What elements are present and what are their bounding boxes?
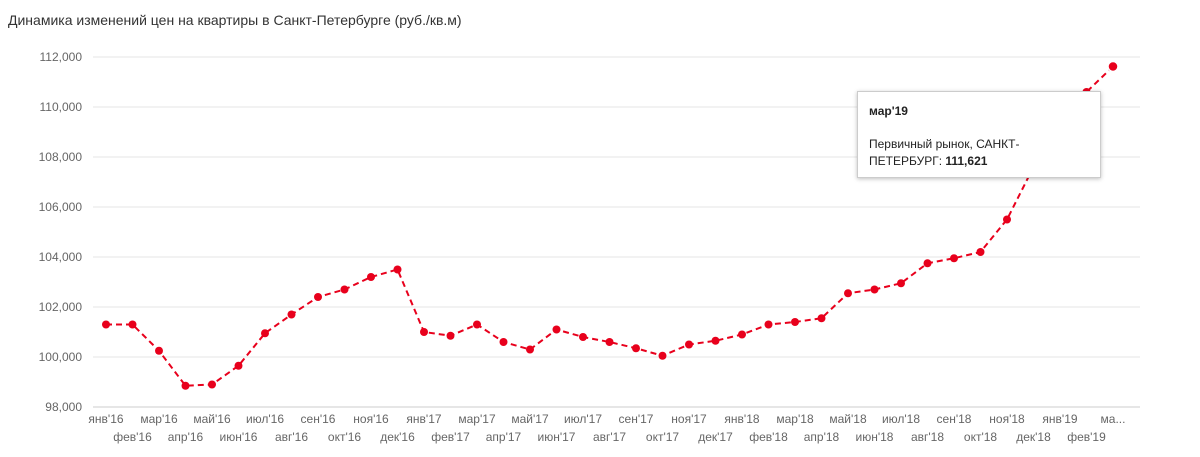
data-point xyxy=(314,293,322,301)
data-point xyxy=(261,329,269,338)
x-tick-label: май'16 xyxy=(193,412,231,426)
data-point xyxy=(499,338,508,346)
x-tick-label: дек'18 xyxy=(1016,430,1051,444)
x-tick-label: июн'18 xyxy=(856,430,894,444)
data-point xyxy=(552,325,561,334)
x-tick-label: фев'17 xyxy=(431,430,470,444)
x-tick-label: мар'17 xyxy=(458,412,496,426)
x-tick-label: сен'17 xyxy=(619,412,654,426)
data-point xyxy=(711,336,720,345)
x-tick-label: ноя'16 xyxy=(353,412,389,426)
data-point xyxy=(128,320,137,329)
data-point xyxy=(393,265,402,274)
data-point xyxy=(155,346,163,355)
data-point xyxy=(446,331,455,340)
y-tick-label: 106,000 xyxy=(39,200,83,214)
data-point xyxy=(579,333,587,341)
data-point xyxy=(870,285,879,294)
tooltip-series-label-2: ПЕТЕРБУРГ: xyxy=(869,154,946,168)
hover-tooltip: мар'19 Первичный рынок, САНКТ- ПЕТЕРБУРГ… xyxy=(857,91,1101,178)
x-tick-label: дек'16 xyxy=(380,430,415,444)
data-point xyxy=(605,338,614,346)
data-point xyxy=(287,310,296,319)
data-point xyxy=(897,279,905,288)
y-tick-label: 108,000 xyxy=(39,150,83,164)
data-point xyxy=(685,340,693,349)
x-tick-label: янв'18 xyxy=(724,412,759,426)
x-tick-label: окт'16 xyxy=(328,430,362,444)
x-tick-label: мар'18 xyxy=(776,412,814,426)
data-point xyxy=(367,273,375,281)
x-axis-ticks: янв'16 фев'16 мар'16 апр'16 май'16 июн'16 июл'… xyxy=(88,412,1125,444)
data-point xyxy=(632,344,640,353)
x-tick-label: авг'16 xyxy=(275,430,308,444)
chart-title: Динамика изменений цен на квартиры в Сан… xyxy=(8,12,462,28)
points-layer xyxy=(102,60,1119,390)
tooltip-month: мар'19 xyxy=(869,104,908,118)
data-point xyxy=(340,285,349,294)
y-tick-label: 104,000 xyxy=(39,250,83,264)
x-tick-label: дек'17 xyxy=(698,430,733,444)
y-tick-label: 98,000 xyxy=(45,400,82,414)
data-point xyxy=(658,351,667,360)
x-tick-label: апр'16 xyxy=(168,430,204,444)
data-point xyxy=(1107,60,1119,73)
x-tick-label: ма... xyxy=(1101,412,1126,426)
x-tick-label: окт'18 xyxy=(964,430,998,444)
data-point xyxy=(950,254,958,263)
tooltip-body: Первичный рынок, САНКТ- ПЕТЕРБУРГ: 111,6… xyxy=(869,136,1089,170)
y-axis-ticks: 98,000 100,000 102,000 104,000 106,000 108,00… xyxy=(39,50,83,414)
x-tick-label: авг'18 xyxy=(911,430,944,444)
x-tick-label: сен'16 xyxy=(301,412,336,426)
data-point xyxy=(181,381,190,390)
y-tick-label: 112,000 xyxy=(40,50,83,64)
tooltip-value: 111,621 xyxy=(945,154,988,168)
data-point xyxy=(234,361,243,370)
data-point xyxy=(208,380,216,389)
data-point xyxy=(817,314,826,323)
x-tick-label: май'17 xyxy=(511,412,549,426)
x-tick-label: апр'17 xyxy=(486,430,522,444)
x-tick-label: мар'16 xyxy=(140,412,178,426)
tooltip-series-label-1: Первичный рынок, САНКТ- xyxy=(869,137,1020,151)
x-tick-label: ноя'17 xyxy=(671,412,707,426)
x-tick-label: июл'17 xyxy=(564,412,602,426)
data-point xyxy=(102,320,110,329)
x-tick-label: июл'18 xyxy=(882,412,920,426)
data-point xyxy=(1003,215,1011,224)
x-tick-label: ноя'18 xyxy=(989,412,1025,426)
x-tick-label: фев'19 xyxy=(1067,430,1106,444)
x-tick-label: янв'16 xyxy=(88,412,123,426)
x-tick-label: фев'18 xyxy=(749,430,788,444)
data-point xyxy=(738,330,746,339)
x-tick-label: авг'17 xyxy=(593,430,626,444)
data-point xyxy=(923,259,932,268)
y-tick-label: 110,000 xyxy=(40,100,83,114)
data-point xyxy=(420,328,428,336)
x-tick-label: май'18 xyxy=(829,412,867,426)
x-tick-label: фев'16 xyxy=(113,430,152,444)
data-point xyxy=(976,248,985,256)
x-tick-label: сен'18 xyxy=(937,412,972,426)
x-tick-label: янв'17 xyxy=(406,412,441,426)
x-tick-label: окт'17 xyxy=(646,430,680,444)
x-tick-label: янв'19 xyxy=(1042,412,1077,426)
data-point xyxy=(473,320,481,329)
y-tick-label: 100,000 xyxy=(39,350,83,364)
data-point xyxy=(844,289,852,298)
x-tick-label: июн'17 xyxy=(538,430,576,444)
x-tick-label: апр'18 xyxy=(804,430,840,444)
x-tick-label: июн'16 xyxy=(220,430,258,444)
data-point xyxy=(526,345,534,354)
x-tick-label: июл'16 xyxy=(246,412,284,426)
y-tick-label: 102,000 xyxy=(39,300,83,314)
data-point xyxy=(764,320,773,329)
data-point xyxy=(791,318,799,326)
